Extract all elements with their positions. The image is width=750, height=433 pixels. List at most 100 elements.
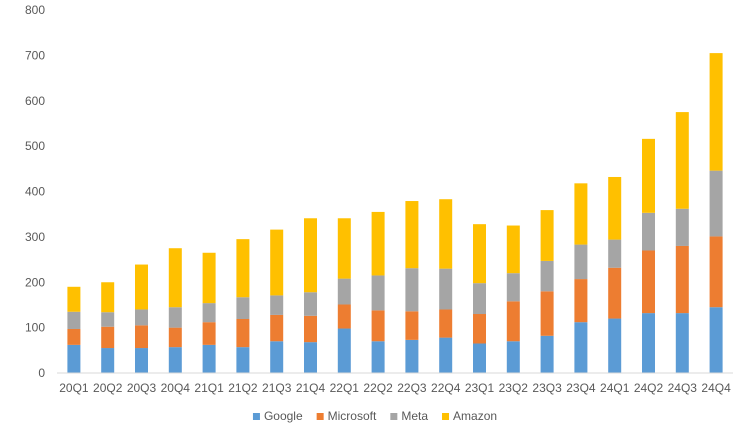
bar-stack-23Q4 [574, 183, 588, 373]
bar-stack-23Q3 [540, 210, 554, 373]
bar-meta-24Q2 [642, 212, 655, 251]
bar-microsoft-20Q1 [67, 328, 81, 345]
bar-meta-20Q2 [101, 312, 115, 327]
bar-meta-20Q4 [168, 307, 182, 328]
x-tick-label: 23Q2 [499, 381, 529, 395]
bar-google-22Q1 [337, 328, 351, 373]
bar-microsoft-22Q3 [405, 311, 419, 340]
x-tick-label: 21Q2 [228, 381, 258, 395]
bar-google-23Q2 [506, 341, 520, 373]
bar-amazon-21Q4 [304, 218, 317, 293]
bar-google-20Q2 [101, 348, 115, 373]
x-tick-label: 21Q1 [194, 381, 224, 395]
bar-google-24Q2 [642, 313, 655, 373]
legend-item-meta: Meta [390, 409, 428, 423]
bar-google-23Q4 [574, 322, 588, 373]
bar-microsoft-22Q1 [337, 304, 351, 329]
bar-meta-23Q4 [574, 244, 588, 280]
bar-meta-23Q2 [506, 273, 520, 302]
bar-microsoft-21Q3 [270, 314, 284, 342]
bar-meta-24Q3 [675, 208, 689, 246]
bar-meta-21Q2 [236, 297, 250, 319]
bar-stack-20Q2 [101, 282, 115, 373]
x-tick-label: 20Q1 [59, 381, 89, 395]
legend-swatch [442, 413, 450, 420]
bar-amazon-22Q2 [371, 211, 385, 276]
bar-meta-20Q1 [67, 311, 81, 329]
bar-stack-24Q3 [675, 112, 689, 373]
y-tick-label: 0 [38, 366, 45, 380]
bar-amazon-22Q3 [405, 201, 419, 269]
bar-meta-22Q1 [337, 278, 351, 305]
y-tick-label: 800 [25, 3, 45, 17]
bar-google-20Q1 [67, 344, 81, 373]
bar-google-20Q4 [168, 347, 182, 373]
bar-stack-20Q4 [168, 248, 182, 373]
bar-google-21Q1 [202, 344, 216, 373]
bar-microsoft-24Q3 [675, 245, 689, 314]
bar-stack-22Q2 [371, 211, 385, 373]
bar-amazon-23Q1 [473, 224, 486, 284]
bar-meta-20Q3 [135, 309, 148, 326]
y-tick-label: 400 [25, 185, 45, 199]
bar-microsoft-23Q1 [473, 314, 486, 344]
x-tick-label: 22Q3 [397, 381, 427, 395]
x-tick-label: 20Q4 [161, 381, 191, 395]
bar-meta-23Q1 [473, 283, 486, 315]
legend-label: Google [264, 409, 303, 423]
bar-google-22Q2 [371, 341, 385, 373]
x-tick-label: 22Q2 [363, 381, 393, 395]
legend-label: Amazon [453, 409, 497, 423]
legend-item-amazon: Amazon [442, 409, 497, 423]
y-axis-tick-labels: 0 100 200 300 400 500 600 700 800 [25, 3, 45, 380]
bar-google-24Q3 [675, 313, 689, 373]
bar-microsoft-20Q2 [101, 326, 115, 349]
bar-google-22Q3 [405, 339, 419, 373]
bar-google-23Q1 [473, 343, 486, 373]
bar-meta-22Q3 [405, 268, 419, 312]
x-tick-label: 21Q3 [262, 381, 292, 395]
bar-microsoft-20Q4 [168, 327, 182, 348]
bar-google-24Q1 [608, 318, 622, 373]
bar-stack-22Q4 [439, 199, 453, 373]
bar-stack-21Q1 [202, 252, 216, 373]
bar-meta-24Q4 [709, 170, 723, 237]
legend-swatch [390, 413, 398, 420]
legend-swatch [252, 413, 260, 420]
bar-microsoft-21Q4 [304, 315, 317, 343]
bar-amazon-24Q4 [709, 53, 723, 171]
bar-google-21Q3 [270, 341, 284, 373]
bar-amazon-21Q3 [270, 229, 284, 296]
bar-amazon-23Q3 [540, 210, 554, 261]
y-tick-label: 600 [25, 94, 45, 108]
y-tick-label: 500 [25, 139, 45, 153]
x-tick-label: 23Q4 [566, 381, 596, 395]
bar-stack-22Q3 [405, 201, 419, 373]
y-tick-label: 700 [25, 48, 45, 62]
bar-amazon-23Q4 [574, 183, 588, 245]
bar-microsoft-21Q2 [236, 319, 250, 348]
bar-amazon-23Q2 [506, 225, 520, 274]
x-tick-label: 20Q2 [93, 381, 123, 395]
bar-amazon-20Q2 [101, 282, 115, 313]
bar-amazon-21Q1 [202, 252, 216, 304]
bar-google-21Q2 [236, 347, 250, 373]
bar-microsoft-23Q3 [540, 291, 554, 336]
bar-amazon-21Q2 [236, 239, 250, 298]
bar-amazon-20Q1 [67, 286, 81, 312]
legend-item-microsoft: Microsoft [316, 409, 377, 423]
bar-amazon-22Q1 [337, 218, 351, 279]
bar-google-21Q4 [304, 342, 317, 373]
bar-amazon-24Q3 [675, 112, 689, 209]
x-tick-label: 24Q4 [701, 381, 731, 395]
x-tick-label: 22Q1 [330, 381, 360, 395]
bar-amazon-24Q2 [642, 138, 655, 213]
bar-google-24Q4 [709, 307, 723, 373]
bar-meta-21Q1 [202, 303, 216, 323]
bar-meta-21Q3 [270, 295, 284, 315]
bar-meta-22Q2 [371, 275, 385, 311]
x-tick-label: 21Q4 [296, 381, 326, 395]
y-tick-label: 300 [25, 230, 45, 244]
bar-microsoft-24Q1 [608, 267, 622, 319]
